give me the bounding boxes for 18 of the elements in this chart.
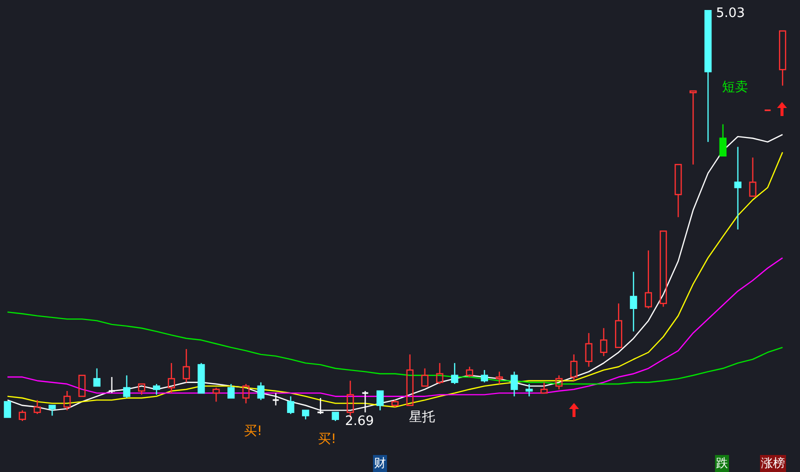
candlestick — [600, 328, 608, 357]
candlestick — [510, 371, 518, 397]
candlestick — [526, 383, 533, 397]
text: 买! — [318, 431, 336, 448]
candlestick — [182, 348, 190, 383]
text: 买! — [244, 423, 262, 440]
annotation: 5.03 — [716, 6, 745, 21]
candlestick — [212, 387, 220, 402]
text: 财 — [373, 455, 387, 472]
annotation: 星托 — [409, 409, 435, 426]
annotation: 短卖 — [722, 79, 748, 96]
candlestick — [734, 146, 742, 230]
candlestick — [585, 332, 592, 368]
text: 涨榜 — [760, 455, 786, 472]
candlestick — [272, 392, 280, 406]
text: 跌 — [715, 455, 729, 472]
annotation: 2.69 — [345, 414, 374, 429]
candlestick — [630, 271, 638, 332]
